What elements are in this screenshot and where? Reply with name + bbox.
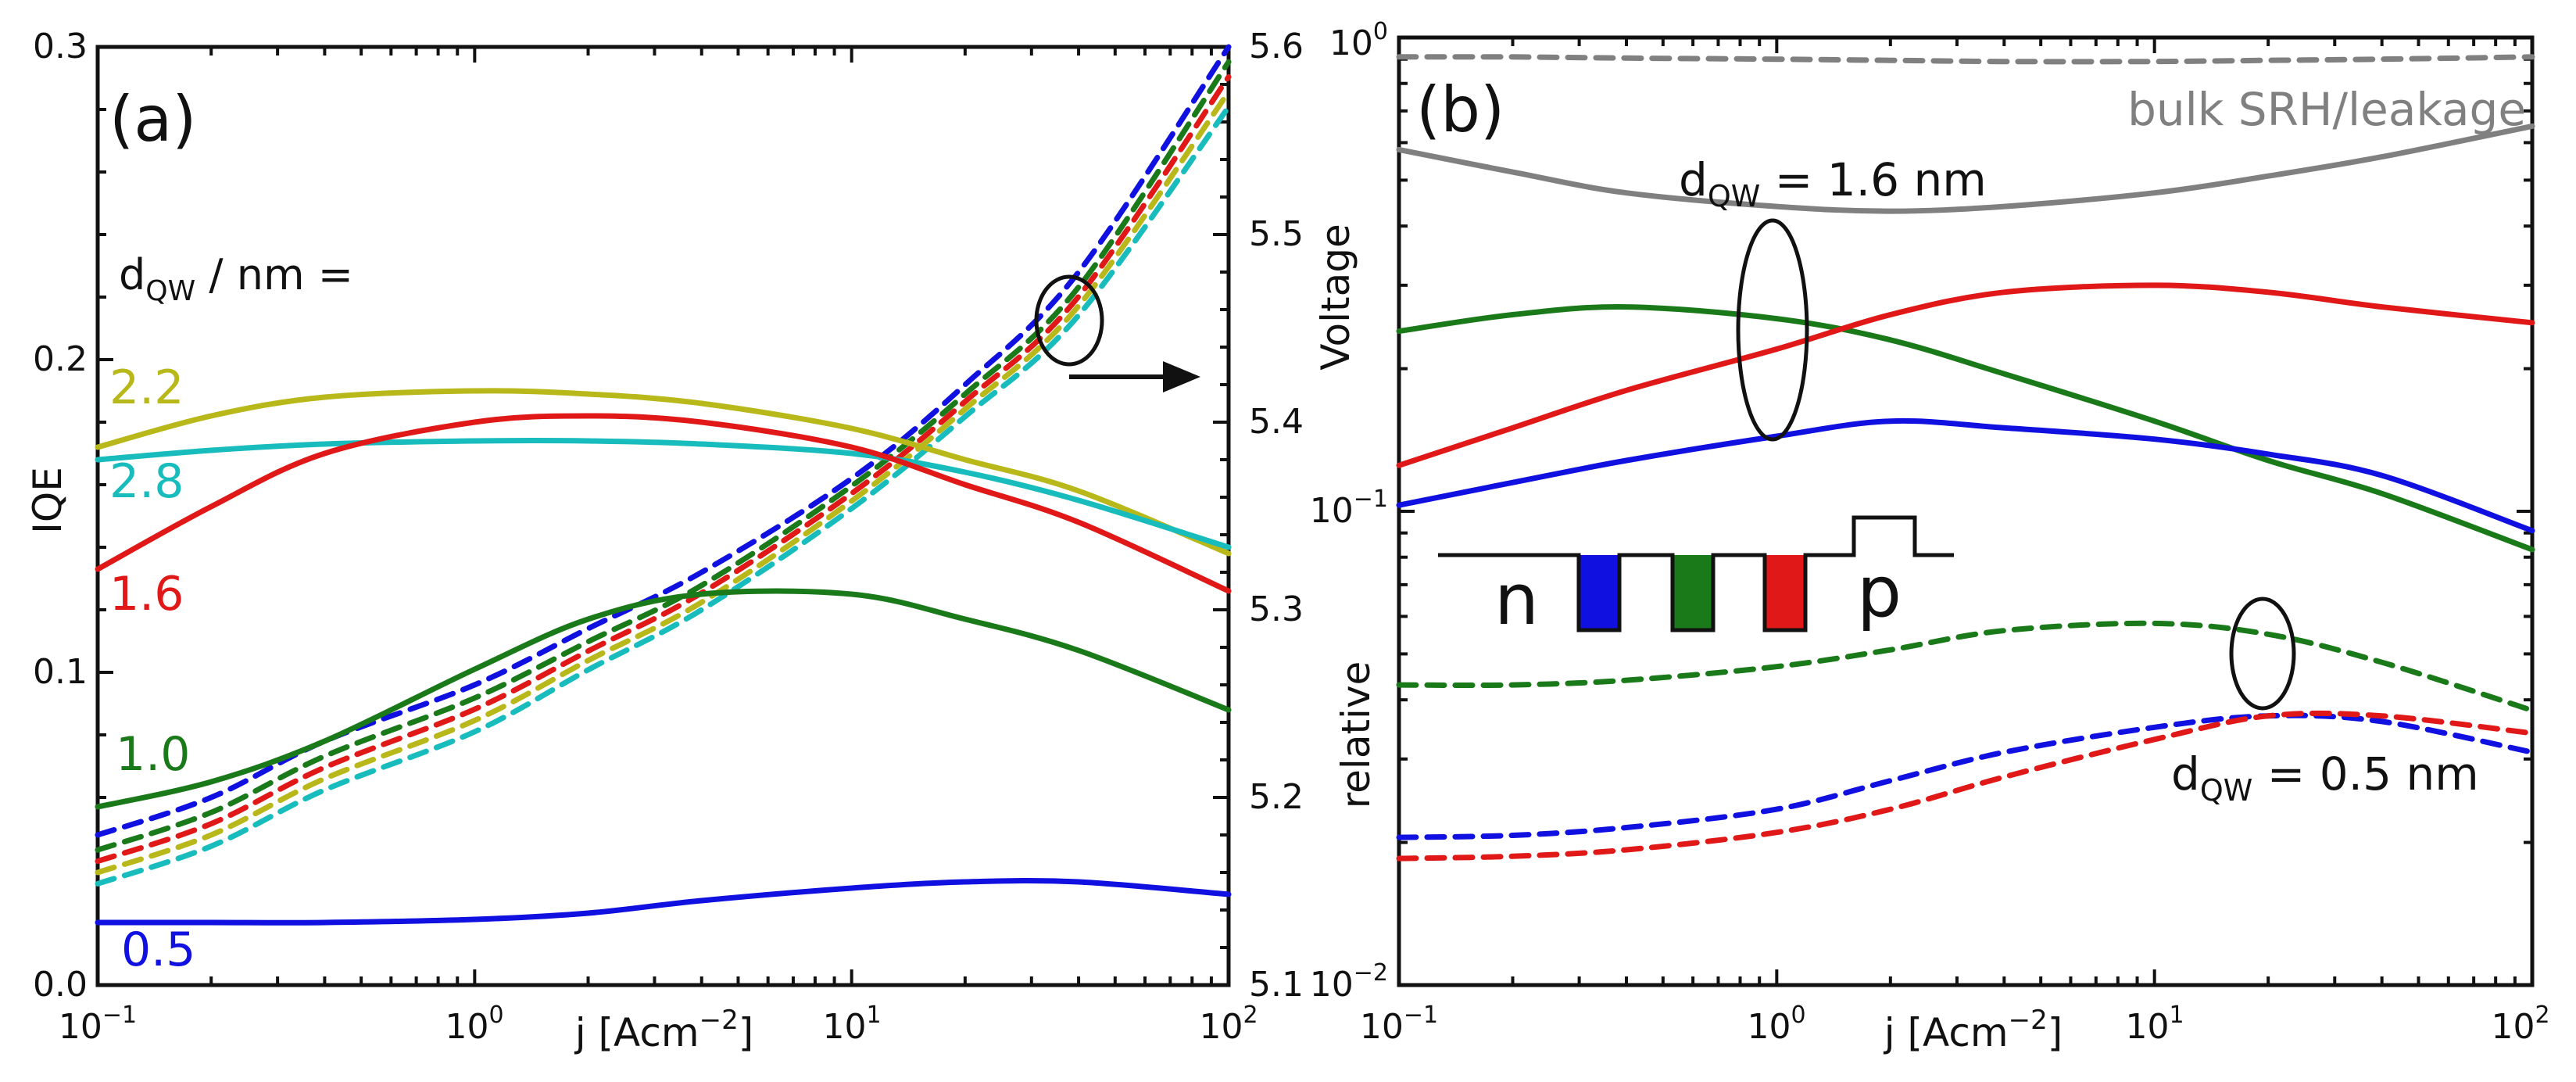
b-line-1.6-nm-green [1396, 304, 2535, 553]
b-xtick-label: 102 [2491, 1001, 2549, 1047]
panel-a-curves [95, 44, 1232, 926]
band-p-label: p [1857, 551, 1902, 633]
a-iqe-line-1.6 [95, 413, 1232, 594]
a-y2tick-label: 5.2 [1249, 777, 1304, 817]
a-panel-label: (a) [109, 83, 196, 156]
a-ytick-label: 0.3 [33, 27, 88, 66]
a-ytick-label: 0.2 [33, 339, 88, 379]
b-d05-ellipse [2229, 597, 2296, 711]
a-iqe-line-2.8 [95, 437, 1232, 550]
panel-b: 10−2 10−1 100 10−1 100 101 102 j [Acm−2]… [1310, 18, 2550, 1055]
panel-a-frame [95, 45, 1231, 987]
a-ytick-label: 0.1 [33, 652, 88, 692]
b-d05-label: dQW = 0.5 nm [2171, 747, 2479, 808]
b-xtick-label: 101 [2125, 1001, 2184, 1047]
a-voltage-ellipse [1034, 274, 1104, 367]
a-label-2.8: 2.8 [109, 454, 184, 509]
a-y2tick-label: 5.6 [1249, 27, 1304, 66]
band-n-label: n [1494, 559, 1539, 641]
a-label-1.0: 1.0 [116, 727, 190, 782]
a-ylabel: IQE [25, 467, 70, 534]
b-panel-label: (b) [1416, 73, 1504, 146]
a-y2tick-label: 5.4 [1249, 402, 1304, 442]
a-label-1.6: 1.6 [109, 567, 184, 622]
a-voltage-line-2.2 [95, 89, 1232, 876]
panel-b-ticks [1397, 36, 2534, 987]
b-xtick-label: 10−1 [1360, 1001, 1438, 1047]
band-well-red [1765, 555, 1805, 630]
band-well-blue [1579, 555, 1619, 630]
b-ytick-label: 100 [1329, 18, 1388, 63]
a-y2tick-label: 5.1 [1249, 965, 1304, 1005]
panel-a: 0.0 0.1 0.2 0.3 5.1 5.2 5.3 5.4 5.5 5.6 … [25, 27, 1358, 1055]
a-xtick-label: 10−1 [59, 1001, 137, 1047]
band-diagram: n p [1438, 515, 1954, 641]
b-ylabel: relative [1333, 661, 1379, 809]
b-xlabel: j [Acm−2] [1884, 1005, 2063, 1055]
b-ytick-label: 10−2 [1310, 959, 1388, 1005]
b-d16-label: dQW = 1.6 nm [1679, 153, 1987, 213]
b-line-0.5-nm-green [1396, 620, 2535, 714]
a-y2tick-label: 5.5 [1249, 214, 1304, 254]
a-iqe-line-0.5 [95, 877, 1232, 926]
a-label-2.2: 2.2 [109, 360, 184, 415]
a-xtick-label: 101 [822, 1001, 881, 1047]
a-voltage-line-0.5 [95, 44, 1232, 838]
a-y2label: Voltage [1313, 224, 1358, 371]
a-xtick-label: 100 [445, 1001, 503, 1047]
b-line-0.5-nm-red [1396, 710, 2535, 862]
b-xtick-label: 100 [1747, 1001, 1805, 1047]
b-ytick-label: 10−1 [1310, 485, 1388, 531]
a-voltage-line-1.0 [95, 59, 1232, 853]
a-legend-title: dQW / nm = [119, 250, 353, 307]
b-bulk-label: bulk SRH/leakage [2127, 83, 2526, 136]
b-line-1.6-nm-blue [1396, 417, 2535, 534]
a-iqe-line-2.2 [95, 388, 1232, 557]
a-voltage-line-1.6 [95, 73, 1232, 865]
b-d16-ellipse [1736, 218, 1809, 442]
a-xtick-label: 102 [1199, 1001, 1258, 1047]
a-voltage-arrowhead [1163, 361, 1200, 392]
a-iqe-line-1.0 [95, 588, 1232, 810]
a-label-0.5: 0.5 [121, 923, 195, 977]
panel-b-curves [1396, 54, 2535, 862]
a-y2tick-label: 5.3 [1249, 589, 1304, 629]
b-line-bulk-srh-leakage-1.6-nm [1396, 123, 2535, 214]
band-well-green [1673, 555, 1713, 630]
b-line-bulk-srh-leakage-0.5-nm [1396, 54, 2535, 65]
band-profile-line [1438, 515, 1954, 632]
a-voltage-line-2.8 [95, 104, 1232, 887]
b-line-0.5-nm-blue [1396, 712, 2535, 840]
a-xlabel: j [Acm−2] [574, 1005, 753, 1055]
b-line-1.6-nm-red [1396, 282, 2535, 468]
a-ytick-label: 0.0 [33, 965, 88, 1005]
